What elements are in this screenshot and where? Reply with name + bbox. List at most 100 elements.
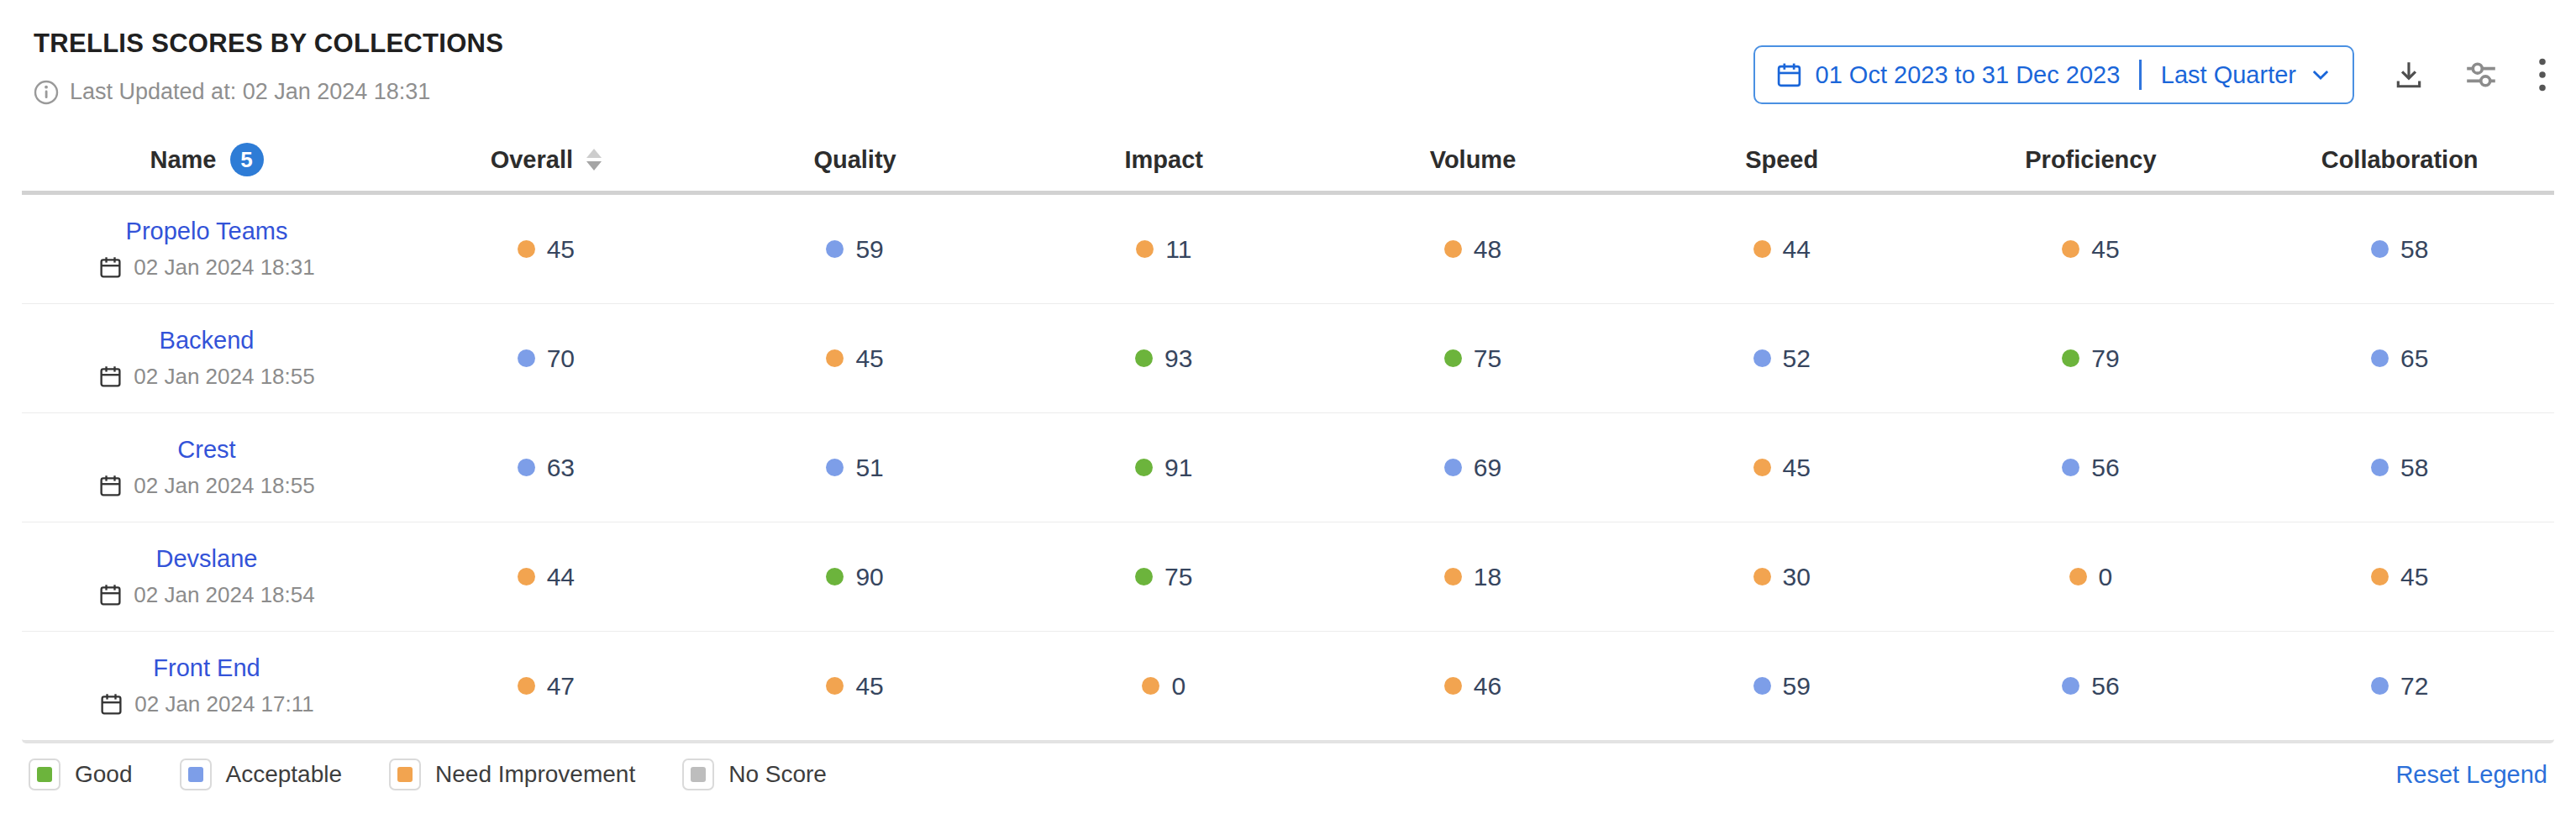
name-cell: Backend02 Jan 2024 18:55: [22, 327, 392, 390]
score-value: 45: [855, 344, 883, 373]
name-cell: Front End02 Jan 2024 17:11: [22, 654, 392, 717]
score-value: 0: [2099, 563, 2113, 591]
score-dot-need_improvement: [826, 677, 844, 695]
score-value: 90: [855, 563, 883, 591]
score-dot-acceptable: [2062, 459, 2079, 476]
name-cell: Devslane 02 Jan 2024 18:54: [22, 545, 392, 608]
score-dot-acceptable: [2371, 240, 2389, 258]
widget-settings-button[interactable]: [2463, 57, 2499, 92]
score-cell: 30: [1627, 563, 1937, 591]
score-value: 79: [2091, 344, 2119, 373]
score-cell: 75: [1318, 344, 1627, 373]
column-header-name: Name 5: [22, 143, 392, 176]
score-cell: 59: [701, 235, 1010, 264]
score-value: 93: [1164, 344, 1192, 373]
score-dot-need_improvement: [1753, 240, 1771, 258]
score-cell: 44: [392, 563, 701, 591]
score-value: 65: [2400, 344, 2428, 373]
score-value: 0: [1171, 672, 1185, 701]
date-range-picker[interactable]: 01 Oct 2023 to 31 Dec 2023 Last Quarter: [1753, 45, 2354, 104]
table-header-row: Name 5 Overall Quality Impact Volume Spe…: [22, 129, 2554, 195]
score-dot-need_improvement: [2062, 240, 2079, 258]
trellis-scores-widget: TRELLIS SCORES BY COLLECTIONS Last Updat…: [0, 0, 2576, 840]
column-header-label: Overall: [491, 146, 573, 174]
download-button[interactable]: [2393, 59, 2425, 91]
row-date-text: 02 Jan 2024 18:54: [134, 582, 314, 608]
score-dot-acceptable: [518, 349, 535, 367]
legend-item-good[interactable]: Good: [29, 759, 133, 790]
sort-icon[interactable]: [586, 149, 602, 171]
score-value: 45: [1783, 454, 1811, 482]
score-dot-need_improvement: [1444, 568, 1462, 585]
score-value: 52: [1783, 344, 1811, 373]
legend-swatch: [389, 759, 421, 790]
score-cell: 72: [2245, 672, 2554, 701]
score-value: 72: [2400, 672, 2428, 701]
row-date-text: 02 Jan 2024 18:55: [134, 473, 314, 499]
collection-link[interactable]: Propelo Teams: [126, 218, 288, 245]
score-value: 47: [547, 672, 575, 701]
score-cell: 51: [701, 454, 1010, 482]
score-value: 45: [855, 672, 883, 701]
score-dot-good: [1135, 349, 1153, 367]
score-value: 11: [1165, 235, 1191, 264]
score-value: 18: [1474, 563, 1501, 591]
name-cell: Propelo Teams 02 Jan 2024 18:31: [22, 218, 392, 281]
kebab-menu-icon: [2537, 56, 2547, 93]
score-cell: 45: [392, 235, 701, 264]
legend-swatch: [180, 759, 212, 790]
column-header-speed: Speed: [1627, 146, 1937, 174]
score-dot-need_improvement: [518, 240, 535, 258]
score-value: 70: [547, 344, 575, 373]
score-dot-acceptable: [2371, 459, 2389, 476]
legend-swatch: [29, 759, 60, 790]
column-header-overall[interactable]: Overall: [392, 146, 701, 174]
table-body: Propelo Teams 02 Jan 2024 18:31 45 59 11 48 44…: [22, 195, 2554, 743]
table-row: Propelo Teams02 Jan 2024 18:314559114844…: [22, 195, 2554, 304]
table-row: Crest02 Jan 2024 18:5563519169455658: [22, 413, 2554, 522]
calendar-icon: [99, 692, 124, 717]
reset-legend-link[interactable]: Reset Legend: [2395, 761, 2547, 789]
more-options-button[interactable]: [2537, 56, 2547, 93]
row-date-text: 02 Jan 2024 18:31: [134, 255, 314, 281]
calendar-icon: [98, 255, 123, 280]
row-count-badge: 5: [230, 143, 264, 176]
legend-item-no_score[interactable]: No Score: [682, 759, 827, 790]
score-value: 46: [1474, 672, 1501, 701]
legend-item-acceptable[interactable]: Acceptable: [180, 759, 343, 790]
score-dot-need_improvement: [1444, 240, 1462, 258]
legend-items: Good Acceptable Need Improvement No Score: [29, 759, 827, 790]
row-date: 02 Jan 2024 18:54: [98, 582, 314, 608]
score-dot-acceptable: [518, 459, 535, 476]
score-cell: 90: [701, 563, 1010, 591]
calendar-icon: [1775, 61, 1803, 89]
score-dot-good: [826, 568, 844, 585]
score-dot-need_improvement: [826, 349, 844, 367]
score-cell: 52: [1627, 344, 1937, 373]
row-date: 02 Jan 2024 18:31: [98, 255, 314, 281]
score-value: 48: [1474, 235, 1501, 264]
score-value: 45: [547, 235, 575, 264]
score-value: 75: [1474, 344, 1501, 373]
score-cell: 46: [1318, 672, 1627, 701]
calendar-icon: [98, 583, 123, 607]
collection-link[interactable]: Front End: [153, 654, 260, 682]
score-cell: 11: [1009, 235, 1318, 264]
score-value: 69: [1474, 454, 1501, 482]
collection-link[interactable]: Devslane: [156, 545, 258, 573]
score-dot-acceptable: [826, 459, 844, 476]
collection-link[interactable]: Backend: [160, 327, 255, 354]
score-value: 58: [2400, 454, 2428, 482]
score-dot-need_improvement: [518, 568, 535, 585]
score-dot-acceptable: [1444, 459, 1462, 476]
score-value: 59: [1783, 672, 1811, 701]
legend-swatch-color: [188, 767, 203, 782]
collection-link[interactable]: Crest: [177, 436, 235, 464]
score-cell: 0: [1937, 563, 2246, 591]
score-value: 45: [2400, 563, 2428, 591]
legend-swatch: [682, 759, 714, 790]
legend-item-need_improvement[interactable]: Need Improvement: [389, 759, 635, 790]
score-value: 75: [1164, 563, 1192, 591]
legend-label: No Score: [728, 761, 827, 788]
download-icon: [2393, 59, 2425, 91]
